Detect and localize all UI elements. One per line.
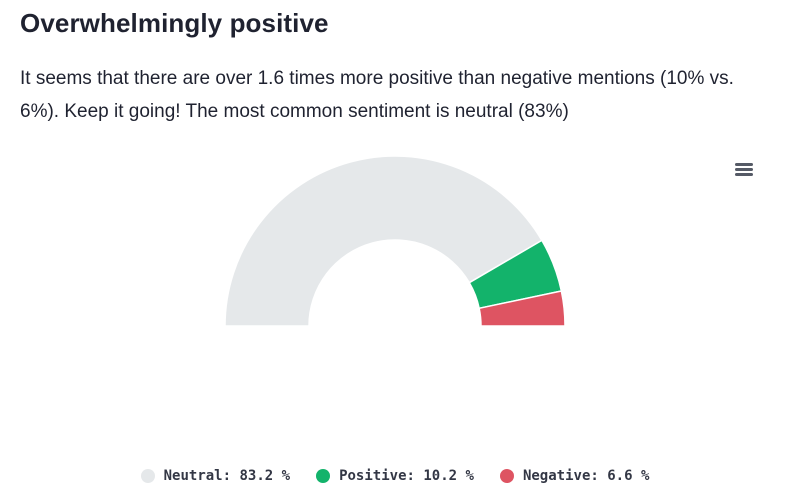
legend-label-positive: Positive: [339, 468, 415, 484]
legend-item-positive[interactable]: Positive: 10.2 % [316, 468, 474, 484]
chart-legend: Neutral: 83.2 % Positive: 10.2 % Negativ… [0, 462, 790, 490]
legend-label-neutral: Neutral: [163, 468, 232, 484]
slice-negative[interactable] [478, 290, 566, 327]
legend-item-negative[interactable]: Negative: 6.6 % [499, 468, 650, 484]
legend-item-neutral[interactable]: Neutral: 83.2 % [140, 468, 291, 484]
chart-title: Overwhelmingly positive [20, 8, 329, 38]
legend-dot-positive [316, 469, 331, 483]
chart-menu-button[interactable] [730, 158, 758, 182]
slice-neutral[interactable] [224, 155, 543, 327]
legend-value-neutral: 83.2 % [239, 468, 291, 484]
legend-label-negative: Negative: [522, 468, 599, 484]
legend-value-positive: 10.2 % [423, 468, 474, 484]
sentiment-summary: It seems that there are over 1.6 times m… [20, 68, 734, 122]
legend-value-negative: 6.6 % [607, 468, 650, 484]
legend-dot-neutral [140, 469, 155, 483]
slice-positive[interactable] [468, 239, 563, 310]
legend-dot-negative [499, 469, 514, 483]
